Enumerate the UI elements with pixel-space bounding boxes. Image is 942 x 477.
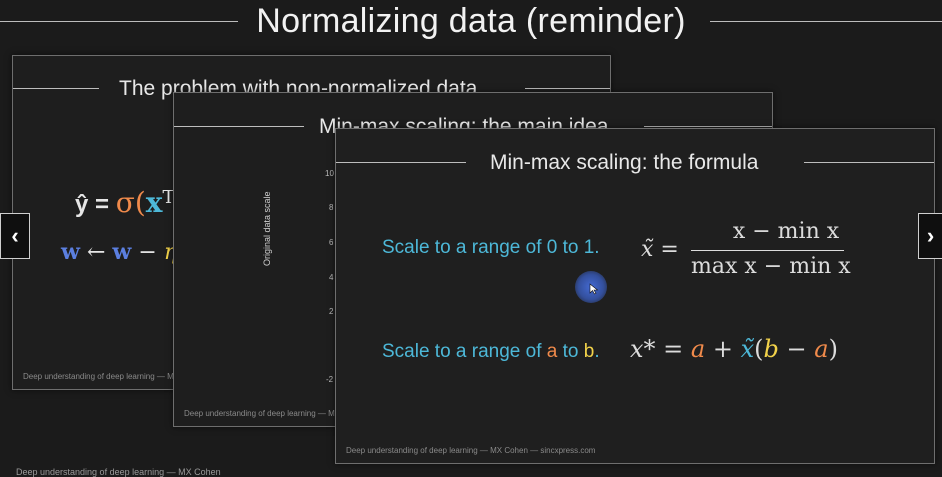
fraction-numerator: x − min x	[732, 219, 840, 244]
slide1-rule-right	[525, 88, 610, 89]
sigma-symbol: σ(	[115, 186, 146, 219]
y-tick-neg2: -2	[326, 375, 334, 384]
page-title: Normalizing data (reminder)	[256, 2, 686, 40]
fraction-bar	[691, 250, 844, 251]
formula-minmax-a-b: x* = a + x̃(b − a)	[630, 335, 838, 363]
paren-close: )	[828, 335, 838, 363]
slide1-footer: Deep understanding of deep learning — MX	[23, 372, 180, 381]
prev-slide-button[interactable]: ‹	[0, 213, 30, 259]
slide2-rule-right	[644, 126, 772, 127]
fraction-denominator: max x − min x	[691, 254, 851, 279]
slide-thumbnail-3[interactable]: Min-max scaling: the formula Scale to a …	[335, 128, 935, 464]
slide3-rule-left	[336, 162, 466, 163]
y-tick-10: 10	[325, 169, 334, 178]
y-tick-2: 2	[329, 307, 334, 316]
slide1-rule-left	[13, 88, 99, 89]
plus-symbol: +	[705, 335, 741, 363]
xtilde-eq: x̃ =	[641, 237, 679, 262]
slide2-rule-left	[174, 126, 304, 127]
minus-symbol: −	[131, 240, 164, 265]
title-rule-right	[710, 21, 942, 22]
scale-a-b-end: .	[594, 341, 600, 362]
slide1-equation-1: ŷ = σ(xT	[75, 186, 174, 219]
mouse-pointer-icon	[589, 283, 599, 295]
y-tick-6: 6	[329, 238, 334, 247]
minus-term: −	[778, 335, 815, 363]
a-term: a	[690, 335, 706, 363]
scale-a-b-prefix: Scale to a range of	[382, 341, 547, 362]
slide3-footer: Deep understanding of deep learning — MX…	[346, 446, 596, 455]
scale-a-b-text: Scale to a range of a to b.	[382, 341, 600, 363]
paren-open: (	[754, 335, 764, 363]
y-axis-label: Original data scale	[262, 191, 272, 266]
slide1-equation-2: w ← w − η	[61, 239, 177, 265]
slide2-footer: Deep understanding of deep learning — MX	[184, 409, 341, 418]
yhat-symbol: ŷ =	[75, 191, 116, 218]
y-tick-4: 4	[329, 273, 334, 282]
arrow-symbol: ←	[79, 240, 113, 265]
chevron-left-icon: ‹	[11, 223, 19, 248]
transpose-sup: T	[162, 187, 175, 208]
a-term-2: a	[814, 335, 829, 363]
scale-a-b-mid: to	[557, 341, 584, 362]
title-rule-left	[0, 21, 238, 22]
chevron-right-icon: ›	[926, 223, 935, 248]
next-slide-button[interactable]: ›	[918, 213, 942, 259]
w-vector: w	[61, 239, 80, 265]
y-tick-8: 8	[329, 203, 334, 212]
xtilde-term: x̃	[740, 335, 755, 363]
bottom-footer: Deep understanding of deep learning — MX…	[16, 467, 221, 477]
b-var: b	[583, 341, 595, 362]
slide3-title: Min-max scaling: the formula	[490, 151, 759, 174]
slide3-rule-right	[804, 162, 934, 163]
scale-0-1-text: Scale to a range of 0 to 1.	[382, 237, 600, 258]
b-term: b	[763, 335, 779, 363]
w-vector-2: w	[112, 239, 132, 265]
xstar-eq: x* =	[630, 335, 691, 363]
x-vector: x	[145, 186, 163, 219]
a-var: a	[546, 341, 558, 362]
